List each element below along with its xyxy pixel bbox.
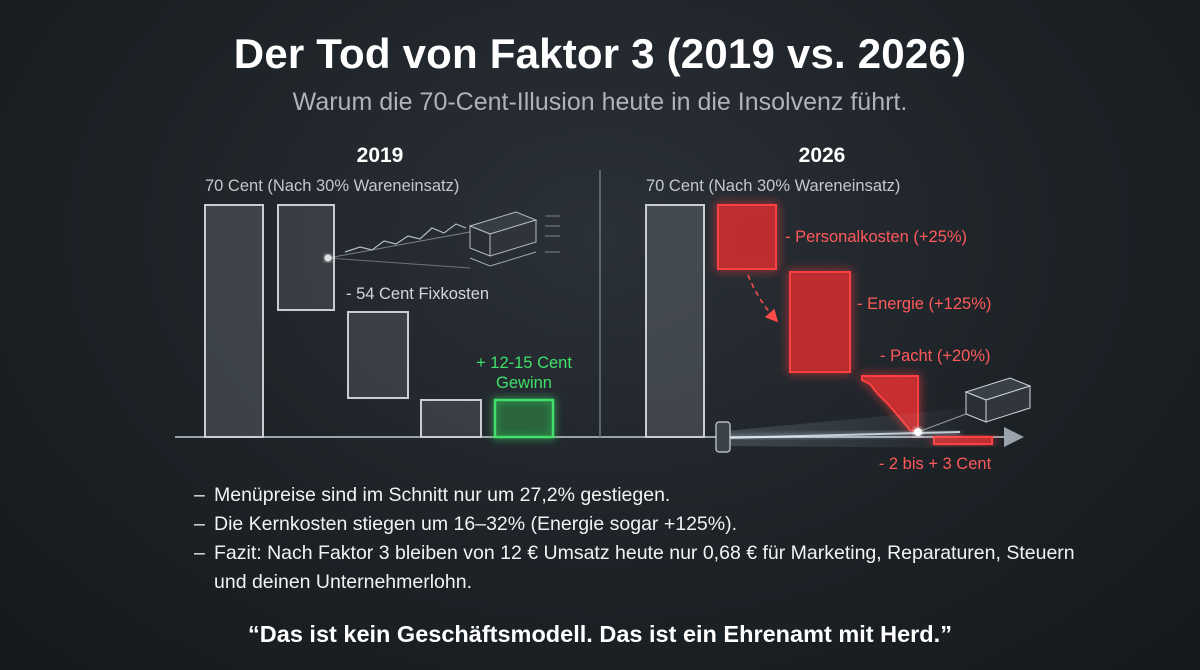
flow-arrow [747, 274, 779, 323]
label-2026-result: - 2 bis + 3 Cent [879, 455, 992, 473]
bar-2026-start [645, 204, 705, 438]
chart-2026-title: 2026 [799, 144, 846, 167]
label-2019-start: 70 Cent (Nach 30% Wareneinsatz) [205, 177, 459, 195]
note-item: Die Kernkosten stiegen um 16–32% (Energi… [194, 510, 1094, 539]
label-2026-energie: - Energie (+125%) [857, 295, 991, 313]
label-2026-pacht: - Pacht (+20%) [880, 347, 991, 365]
label-2019-gewinn-line: + 12-15 Cent [476, 354, 572, 372]
decorative-beam-graphic [715, 377, 1032, 453]
label-2019-gewinn-line: Gewinn [496, 374, 552, 392]
bar-2019-fixkosten-b [347, 311, 409, 399]
note-item: Menüpreise sind im Schnitt nur um 27,2% … [194, 481, 1094, 510]
bar-2019-start [204, 204, 264, 438]
notes-list: Menüpreise sind im Schnitt nur um 27,2% … [194, 481, 1094, 597]
note-item: Fazit: Nach Faktor 3 bleiben von 12 € Um… [194, 539, 1094, 597]
bar-2019-gewinn [493, 398, 555, 439]
page-subtitle: Warum die 70-Cent-Illusion heute in die … [292, 88, 908, 116]
waterfall-charts: 2019 2026 70 Cent (Nach 30% Wareneinsatz… [175, 144, 1032, 473]
label-2026-personalkosten: - Personalkosten (+25%) [785, 228, 967, 246]
label-2019-gewinn: + 12-15 Cent Gewinn [476, 354, 572, 392]
closing-quote: “Das ist kein Geschäftsmodell. Das ist e… [248, 621, 952, 647]
label-2026-start: 70 Cent (Nach 30% Wareneinsatz) [646, 177, 900, 195]
bar-2026-energie [789, 271, 851, 373]
chart-2019-title: 2019 [357, 144, 404, 167]
page-title: Der Tod von Faktor 3 (2019 vs. 2026) [233, 30, 967, 77]
decorative-chart-graphic [324, 211, 560, 269]
label-2019-fixkosten: - 54 Cent Fixkosten [346, 285, 489, 303]
bar-2026-personalkosten [717, 204, 777, 270]
bar-2019-fixkosten-c [420, 399, 482, 438]
